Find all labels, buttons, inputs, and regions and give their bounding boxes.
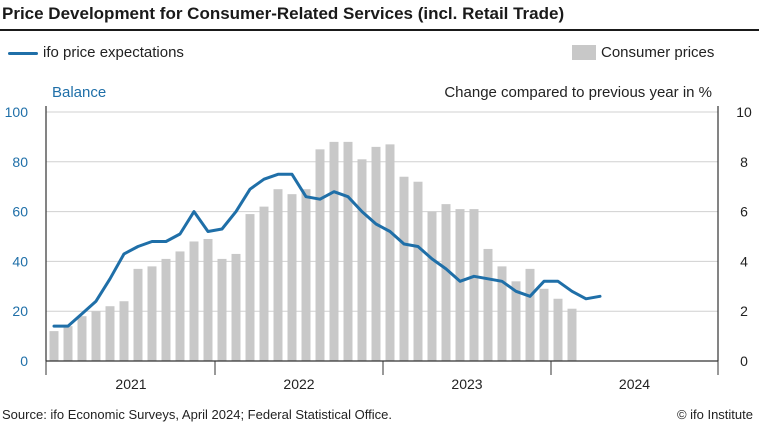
bar-consumer-prices	[427, 211, 437, 361]
right-tick-label: 10	[736, 104, 752, 120]
chart-title: Price Development for Consumer-Related S…	[2, 4, 565, 23]
left-tick-label: 60	[12, 204, 28, 220]
bar-consumer-prices	[287, 194, 297, 361]
bar-consumer-prices	[119, 301, 129, 361]
bar-consumer-prices	[91, 311, 101, 361]
bar-consumer-prices	[189, 241, 199, 361]
year-label: 2021	[115, 376, 146, 392]
year-label: 2023	[451, 376, 482, 392]
left-tick-label: 0	[20, 353, 28, 369]
copyright-credit: © ifo Institute	[676, 407, 753, 422]
bar-consumer-prices	[49, 331, 59, 361]
bar-consumer-prices	[77, 316, 87, 361]
bar-consumer-prices	[483, 248, 493, 361]
year-label: 2022	[283, 376, 314, 392]
legend-bar-swatch	[572, 45, 596, 60]
bar-consumer-prices	[147, 266, 157, 361]
bar-consumer-prices	[343, 141, 353, 361]
bar-consumer-prices	[399, 176, 409, 361]
right-tick-label: 8	[740, 154, 748, 170]
bar-consumer-prices	[217, 258, 227, 361]
left-tick-label: 80	[12, 154, 28, 170]
left-tick-label: 20	[12, 303, 28, 319]
bar-consumer-prices	[567, 308, 577, 361]
left-tick-label: 40	[12, 253, 28, 269]
title-divider	[0, 29, 759, 31]
right-tick-label: 6	[740, 204, 748, 220]
right-axis-label: Change compared to previous year in %	[444, 84, 712, 101]
legend-line-label: ifo price expectations	[43, 44, 184, 61]
bar-consumer-prices	[497, 266, 507, 361]
bar-consumer-prices	[133, 268, 143, 361]
bar-consumer-prices	[455, 209, 465, 361]
bar-consumer-prices	[371, 146, 381, 361]
chart-plot: 0 20 40 60 80 100 0 2 4 6 8 10 2021 2022 2023 2024	[5, 104, 752, 392]
legend-bar-label: Consumer prices	[601, 44, 715, 61]
right-tick-label: 0	[740, 353, 748, 369]
year-label: 2024	[619, 376, 650, 392]
bar-consumer-prices	[161, 258, 171, 361]
bar-consumer-prices	[525, 268, 535, 361]
bar-consumer-prices	[315, 149, 325, 361]
bar-consumer-prices	[511, 281, 521, 361]
left-tick-label: 100	[5, 104, 29, 120]
bar-consumer-prices	[413, 181, 423, 361]
bar-consumer-prices	[63, 326, 73, 361]
bar-consumer-prices	[385, 144, 395, 361]
bar-consumer-prices	[329, 141, 339, 361]
left-axis-label: Balance	[52, 84, 107, 101]
bar-consumer-prices	[553, 298, 563, 361]
source-note: Source: ifo Economic Surveys, April 2024…	[2, 407, 392, 422]
bar-consumer-prices	[539, 288, 549, 361]
bar-consumer-prices	[231, 253, 241, 361]
right-tick-label: 2	[740, 303, 748, 319]
bar-consumer-prices	[203, 238, 213, 361]
bar-consumer-prices	[441, 204, 451, 361]
bar-consumer-prices	[301, 189, 311, 361]
bar-consumer-prices	[175, 251, 185, 361]
bar-consumer-prices	[357, 159, 367, 361]
bar-consumer-prices	[273, 189, 283, 361]
bar-consumer-prices	[469, 209, 479, 361]
right-tick-label: 4	[740, 253, 748, 269]
bar-consumer-prices	[259, 206, 269, 361]
line-ifo-price-expectations	[52, 172, 602, 328]
bar-consumer-prices	[245, 214, 255, 361]
legend-line-swatch	[8, 52, 38, 55]
bar-consumer-prices	[105, 306, 115, 361]
